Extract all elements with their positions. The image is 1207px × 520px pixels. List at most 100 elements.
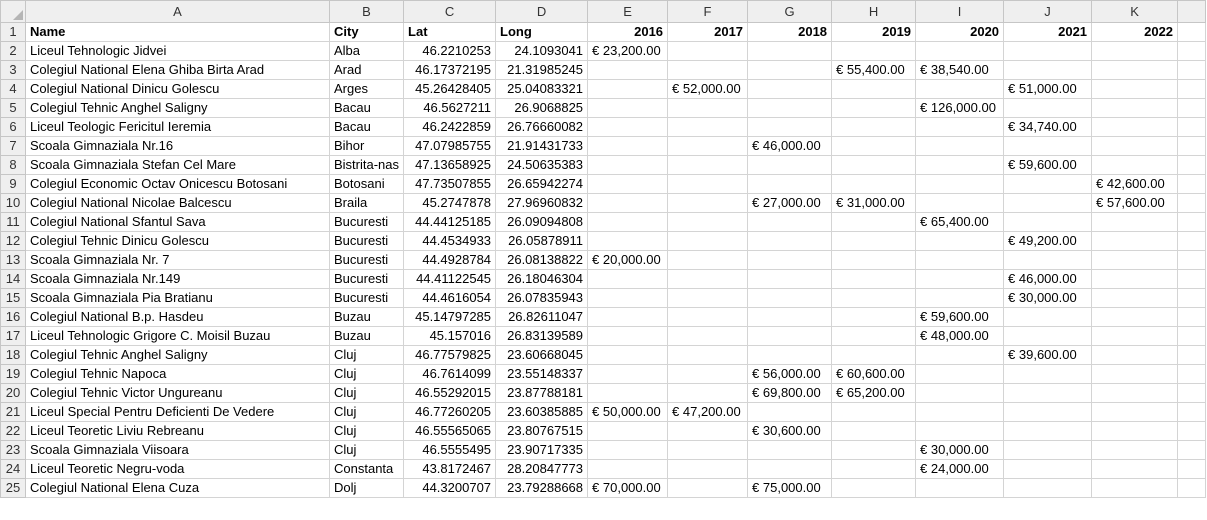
cell-2018[interactable] [747, 345, 833, 365]
row-number[interactable]: 12 [0, 231, 26, 251]
empty-cell[interactable] [1177, 269, 1207, 289]
cell-2017[interactable] [667, 212, 749, 232]
cell-2020[interactable]: € 24,000.00 [915, 459, 1005, 479]
cell-city[interactable]: Constanta [328, 459, 405, 479]
cell-2022[interactable] [1091, 231, 1179, 251]
header-cell-2016[interactable]: 2016 [587, 22, 669, 42]
cell-name[interactable]: Colegiul Tehnic Dinicu Golescu [25, 231, 330, 251]
header-cell-city[interactable]: City [328, 22, 405, 42]
cell-2017[interactable] [667, 60, 749, 80]
cell-long[interactable]: 23.55148337 [495, 364, 589, 384]
cell-2019[interactable] [831, 136, 917, 156]
empty-cell[interactable] [1177, 345, 1207, 365]
cell-2017[interactable] [667, 174, 749, 194]
cell-2022[interactable]: € 42,600.00 [1091, 174, 1179, 194]
cell-lat[interactable]: 44.4928784 [403, 250, 497, 270]
cell-2017[interactable] [667, 383, 749, 403]
cell-2020[interactable] [915, 155, 1005, 175]
cell-2017[interactable] [667, 231, 749, 251]
cell-long[interactable]: 26.65942274 [495, 174, 589, 194]
cell-lat[interactable]: 46.5555495 [403, 440, 497, 460]
cell-long[interactable]: 23.90717335 [495, 440, 589, 460]
header-cell-2021[interactable]: 2021 [1003, 22, 1093, 42]
cell-city[interactable]: Bucuresti [328, 212, 405, 232]
cell-2020[interactable]: € 59,600.00 [915, 307, 1005, 327]
empty-cell[interactable] [1177, 117, 1207, 137]
cell-lat[interactable]: 46.2210253 [403, 41, 497, 61]
cell-2020[interactable] [915, 364, 1005, 384]
cell-2022[interactable] [1091, 383, 1179, 403]
cell-city[interactable]: Cluj [328, 345, 405, 365]
cell-lat[interactable]: 44.3200707 [403, 478, 497, 498]
cell-2016[interactable] [587, 421, 669, 441]
cell-2019[interactable] [831, 288, 917, 308]
row-number[interactable]: 23 [0, 440, 26, 460]
cell-2019[interactable] [831, 117, 917, 137]
cell-2021[interactable] [1003, 250, 1093, 270]
cell-name[interactable]: Liceul Teoretic Negru-voda [25, 459, 330, 479]
cell-2017[interactable] [667, 41, 749, 61]
cell-2016[interactable] [587, 79, 669, 99]
cell-2017[interactable] [667, 345, 749, 365]
cell-2019[interactable] [831, 269, 917, 289]
empty-cell[interactable] [1177, 250, 1207, 270]
cell-2019[interactable] [831, 421, 917, 441]
row-number[interactable]: 15 [0, 288, 26, 308]
column-header-g[interactable]: G [747, 0, 833, 23]
cell-2019[interactable] [831, 250, 917, 270]
cell-city[interactable]: Bihor [328, 136, 405, 156]
cell-2018[interactable] [747, 326, 833, 346]
cell-lat[interactable]: 46.77260205 [403, 402, 497, 422]
cell-2021[interactable]: € 39,600.00 [1003, 345, 1093, 365]
cell-long[interactable]: 26.9068825 [495, 98, 589, 118]
cell-name[interactable]: Liceul Tehnologic Grigore C. Moisil Buza… [25, 326, 330, 346]
cell-2016[interactable]: € 70,000.00 [587, 478, 669, 498]
cell-2020[interactable] [915, 269, 1005, 289]
cell-name[interactable]: Colegiul Tehnic Anghel Saligny [25, 98, 330, 118]
cell-2016[interactable] [587, 174, 669, 194]
cell-lat[interactable]: 44.41122545 [403, 269, 497, 289]
cell-2020[interactable] [915, 41, 1005, 61]
cell-2019[interactable] [831, 79, 917, 99]
cell-2016[interactable] [587, 345, 669, 365]
cell-2020[interactable] [915, 136, 1005, 156]
cell-2017[interactable] [667, 326, 749, 346]
cell-2016[interactable] [587, 288, 669, 308]
column-header-j[interactable]: J [1003, 0, 1093, 23]
cell-lat[interactable]: 45.26428405 [403, 79, 497, 99]
cell-city[interactable]: Cluj [328, 402, 405, 422]
cell-city[interactable]: Buzau [328, 307, 405, 327]
row-number[interactable]: 17 [0, 326, 26, 346]
cell-2019[interactable] [831, 326, 917, 346]
cell-2020[interactable] [915, 478, 1005, 498]
cell-2020[interactable] [915, 383, 1005, 403]
column-header-d[interactable]: D [495, 0, 589, 23]
cell-2022[interactable] [1091, 440, 1179, 460]
cell-2018[interactable] [747, 79, 833, 99]
cell-2017[interactable] [667, 478, 749, 498]
cell-long[interactable]: 23.60668045 [495, 345, 589, 365]
cell-2016[interactable] [587, 440, 669, 460]
cell-city[interactable]: Bistrita-nas [328, 155, 405, 175]
cell-2021[interactable] [1003, 193, 1093, 213]
cell-2017[interactable] [667, 117, 749, 137]
cell-2018[interactable] [747, 440, 833, 460]
cell-name[interactable]: Liceul Teologic Fericitul Ieremia [25, 117, 330, 137]
cell-name[interactable]: Colegiul National B.p. Hasdeu [25, 307, 330, 327]
cell-city[interactable]: Bucuresti [328, 269, 405, 289]
cell-2016[interactable]: € 23,200.00 [587, 41, 669, 61]
row-number[interactable]: 2 [0, 41, 26, 61]
cell-2019[interactable] [831, 478, 917, 498]
cell-2017[interactable] [667, 421, 749, 441]
cell-2016[interactable] [587, 459, 669, 479]
row-number[interactable]: 9 [0, 174, 26, 194]
cell-2017[interactable] [667, 364, 749, 384]
cell-2019[interactable] [831, 155, 917, 175]
cell-2019[interactable] [831, 98, 917, 118]
column-header-f[interactable]: F [667, 0, 749, 23]
empty-cell[interactable] [1177, 155, 1207, 175]
cell-2019[interactable] [831, 440, 917, 460]
empty-cell[interactable] [1177, 421, 1207, 441]
cell-name[interactable]: Colegiul National Nicolae Balcescu [25, 193, 330, 213]
column-header-i[interactable]: I [915, 0, 1005, 23]
